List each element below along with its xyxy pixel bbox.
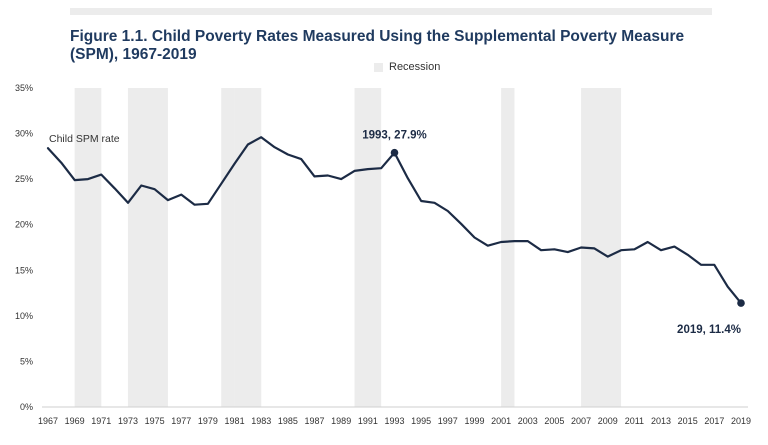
top-decorative-bar (70, 8, 712, 15)
recession-band-0 (74, 88, 102, 407)
recession-band-2 (221, 88, 235, 407)
x-tick-label: 1989 (331, 416, 351, 426)
x-tick-label: 2011 (625, 416, 644, 426)
series-points (47, 137, 742, 304)
x-tick-label: 1997 (438, 416, 458, 426)
x-tick-label: 1969 (65, 416, 85, 426)
x-tick-label: 1987 (305, 416, 325, 426)
x-tick-label: 1991 (358, 416, 378, 426)
recession-band-1 (127, 88, 168, 407)
x-tick-label: 2007 (571, 416, 591, 426)
recession-band-4 (354, 88, 382, 407)
x-tick-label: 2005 (544, 416, 564, 426)
y-tick-label: 30% (15, 129, 33, 139)
x-tick-label: 2019 (731, 416, 751, 426)
x-tick-label: 1999 (464, 416, 484, 426)
recession-band-3 (234, 88, 262, 407)
x-tick-label: 1967 (38, 416, 58, 426)
y-tick-label: 15% (15, 265, 33, 275)
x-tick-label: 2001 (491, 416, 511, 426)
legend: Recession (374, 61, 440, 73)
series-label-child-spm-rate: Child SPM rate (49, 133, 120, 145)
annotation-label-2019: 2019, 11.4% (677, 324, 741, 336)
x-tick-label: 1983 (251, 416, 271, 426)
x-tick-label: 2017 (704, 416, 724, 426)
x-tick-label: 1971 (91, 416, 111, 426)
x-tick-label: 1993 (384, 416, 404, 426)
y-tick-label: 10% (15, 311, 33, 321)
y-tick-label: 25% (15, 174, 33, 184)
y-tick-label: 35% (15, 83, 33, 93)
annotation-label-1993: 1993, 27.9% (362, 130, 427, 142)
x-tick-label: 1977 (171, 416, 191, 426)
x-tick-label: 2015 (678, 416, 698, 426)
x-axis: 1967 1969 1971 1973 1975 1977 1979 1981 1983 1985… (38, 416, 751, 426)
legend-label-recession: Recession (389, 61, 441, 73)
annotations: 1993, 27.9% 2019, 11.4% (362, 130, 745, 336)
recession-band-5 (501, 88, 515, 407)
y-tick-label: 20% (15, 220, 33, 230)
x-tick-label: 1985 (278, 416, 298, 426)
x-tick-label: 1975 (145, 416, 165, 426)
chart-title: Figure 1.1. Child Poverty Rates Measured… (70, 28, 685, 63)
x-tick-label: 1979 (198, 416, 218, 426)
x-tick-label: 1973 (118, 416, 138, 426)
x-tick-label: 2003 (518, 416, 538, 426)
x-tick-label: 1981 (225, 416, 245, 426)
annotation-marker-2019 (737, 299, 745, 307)
annotation-marker-1993 (390, 148, 399, 157)
y-tick-label: 0% (20, 402, 33, 412)
x-tick-label: 2013 (651, 416, 671, 426)
x-tick-label: 2009 (598, 416, 618, 426)
y-tick-label: 5% (20, 356, 33, 366)
y-axis: 0% 5% 10% 15% 20% 25% 30% 35% (15, 83, 33, 412)
legend-swatch-recession (374, 62, 383, 72)
x-tick-label: 1995 (411, 416, 431, 426)
